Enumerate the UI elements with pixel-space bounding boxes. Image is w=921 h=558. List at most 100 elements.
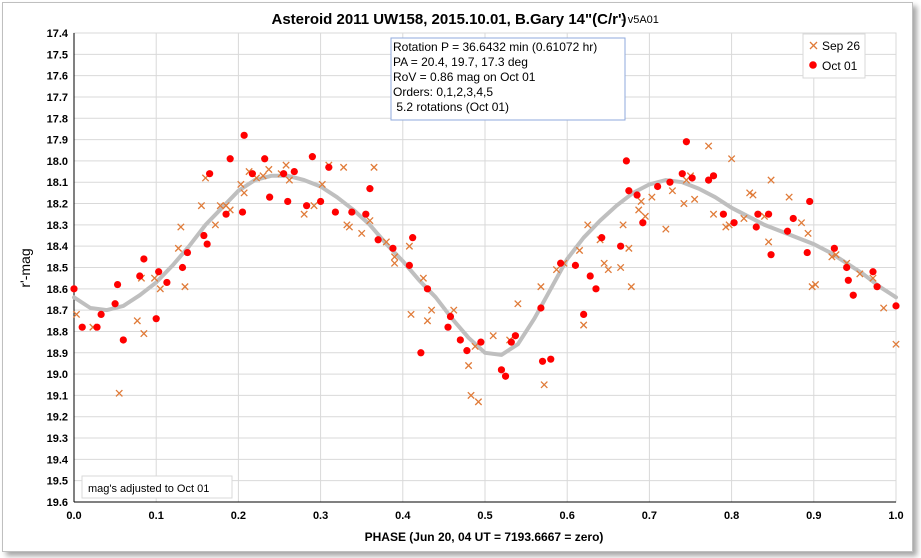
data-point-sep26 <box>625 244 633 252</box>
data-point-oct01 <box>783 227 792 235</box>
data-point-sep26 <box>690 195 699 203</box>
y-axis-ticks: 17.4 17.5 17.6 17.7 17.8 17.9 18.0 18.1 18.2 18.3… <box>47 28 69 509</box>
data-point-oct01 <box>730 219 738 227</box>
data-point-oct01 <box>183 248 192 257</box>
data-point-sep26 <box>407 310 415 319</box>
data-point-oct01 <box>409 234 417 242</box>
data-point-oct01 <box>806 197 814 206</box>
data-point-oct01 <box>688 174 696 182</box>
data-point-oct01 <box>280 170 288 178</box>
x-axis-ticks: 0.0 0.1 0.2 0.3 0.4 0.5 0.6 0.7 0.8 0.9 1.0 <box>66 510 903 522</box>
data-point-oct01 <box>206 170 214 178</box>
data-point-oct01 <box>140 255 148 263</box>
data-point-oct01 <box>719 210 727 218</box>
series-sep26 <box>72 142 900 406</box>
data-point-oct01 <box>803 248 811 257</box>
data-point-sep26 <box>808 283 816 291</box>
x-tick-label: 0.6 <box>560 510 575 522</box>
data-point-sep26 <box>174 244 183 252</box>
fit-curve <box>72 173 898 357</box>
data-point-sep26 <box>390 259 399 267</box>
data-point-sep26 <box>704 142 713 150</box>
data-point-sep26 <box>358 229 366 238</box>
data-point-oct01 <box>598 234 606 242</box>
data-point-sep26 <box>133 317 141 325</box>
x-tick-label: 0.7 <box>642 510 657 522</box>
data-point-sep26 <box>216 202 224 210</box>
data-point-oct01 <box>136 272 144 280</box>
data-point-sep26 <box>668 187 677 195</box>
data-point-oct01 <box>152 315 160 323</box>
data-point-sep26 <box>345 223 354 231</box>
data-point-sep26 <box>177 223 185 231</box>
note-frame <box>81 475 233 499</box>
x-tick-label: 0.2 <box>231 510 246 522</box>
y-axis-label: r'-mag <box>17 248 33 287</box>
data-point-oct01 <box>200 231 208 240</box>
y-tick-label: 17.5 <box>47 49 68 61</box>
y-tick-label: 19.1 <box>47 390 68 402</box>
data-point-oct01 <box>501 372 510 380</box>
data-point-oct01 <box>592 285 600 293</box>
data-point-sep26 <box>584 221 592 229</box>
info-line-3: RoV = 0.86 mag on Oct 01 <box>393 70 536 84</box>
data-point-sep26 <box>662 225 670 233</box>
data-point-oct01 <box>622 157 630 165</box>
data-point-oct01 <box>266 193 274 201</box>
data-point-oct01 <box>261 155 269 163</box>
data-point-oct01 <box>456 336 464 344</box>
data-point-sep26 <box>474 398 483 406</box>
data-point-sep26 <box>181 283 189 291</box>
data-point-oct01 <box>844 276 852 284</box>
legend-frame <box>802 33 866 79</box>
data-point-sep26 <box>310 202 318 210</box>
data-point-oct01 <box>849 291 857 299</box>
data-point-sep26 <box>604 265 612 274</box>
y-tick-label: 18.7 <box>47 305 68 317</box>
data-point-oct01 <box>163 278 171 287</box>
chart-title-suffix: - v5A01 <box>621 14 659 26</box>
data-point-sep26 <box>537 283 545 291</box>
legend-label-sep26: Sep 26 <box>822 39 860 53</box>
data-point-sep26 <box>637 197 645 206</box>
data-point-oct01 <box>682 138 690 146</box>
y-tick-label: 19.2 <box>47 412 68 424</box>
info-box-frame <box>390 37 626 121</box>
data-point-sep26 <box>828 253 836 261</box>
y-tick-label: 19.0 <box>47 369 68 381</box>
y-tick-label: 18.9 <box>47 348 68 360</box>
data-point-sep26 <box>832 251 840 259</box>
legend: Sep 26 Oct 01 <box>802 33 866 79</box>
data-point-oct01 <box>843 263 851 272</box>
data-point-oct01 <box>873 283 881 291</box>
data-point-sep26 <box>197 202 206 210</box>
info-box: Rotation P = 36.6432 min (0.61072 hr) PA… <box>390 37 626 121</box>
note-text: mag's adjusted to Oct 01 <box>88 483 209 495</box>
data-point-sep26 <box>880 304 888 312</box>
legend-label-oct01: Oct 01 <box>822 59 858 73</box>
data-point-sep26 <box>156 285 164 293</box>
data-point-sep26 <box>72 310 81 319</box>
data-point-oct01 <box>111 300 119 308</box>
data-point-sep26 <box>740 214 748 223</box>
data-point-sep26 <box>489 332 497 340</box>
data-point-sep26 <box>749 191 757 199</box>
data-point-sep26 <box>627 283 635 291</box>
x-tick-label: 0.3 <box>313 510 328 522</box>
data-point-oct01 <box>639 219 647 227</box>
data-point-oct01 <box>348 208 356 216</box>
data-point-sep26 <box>722 223 730 231</box>
data-point-oct01 <box>405 261 413 269</box>
x-tick-label: 0.1 <box>149 510 164 522</box>
data-point-sep26 <box>318 180 326 189</box>
data-point-oct01 <box>290 167 298 176</box>
data-point-sep26 <box>450 306 458 314</box>
data-point-sep26 <box>370 163 378 171</box>
data-point-sep26 <box>240 189 248 197</box>
data-point-sep26 <box>579 321 588 329</box>
data-point-oct01 <box>709 172 718 180</box>
data-point-oct01 <box>417 349 425 357</box>
data-point-oct01 <box>78 323 86 331</box>
data-point-oct01 <box>362 210 370 218</box>
data-point-sep26 <box>423 317 432 325</box>
